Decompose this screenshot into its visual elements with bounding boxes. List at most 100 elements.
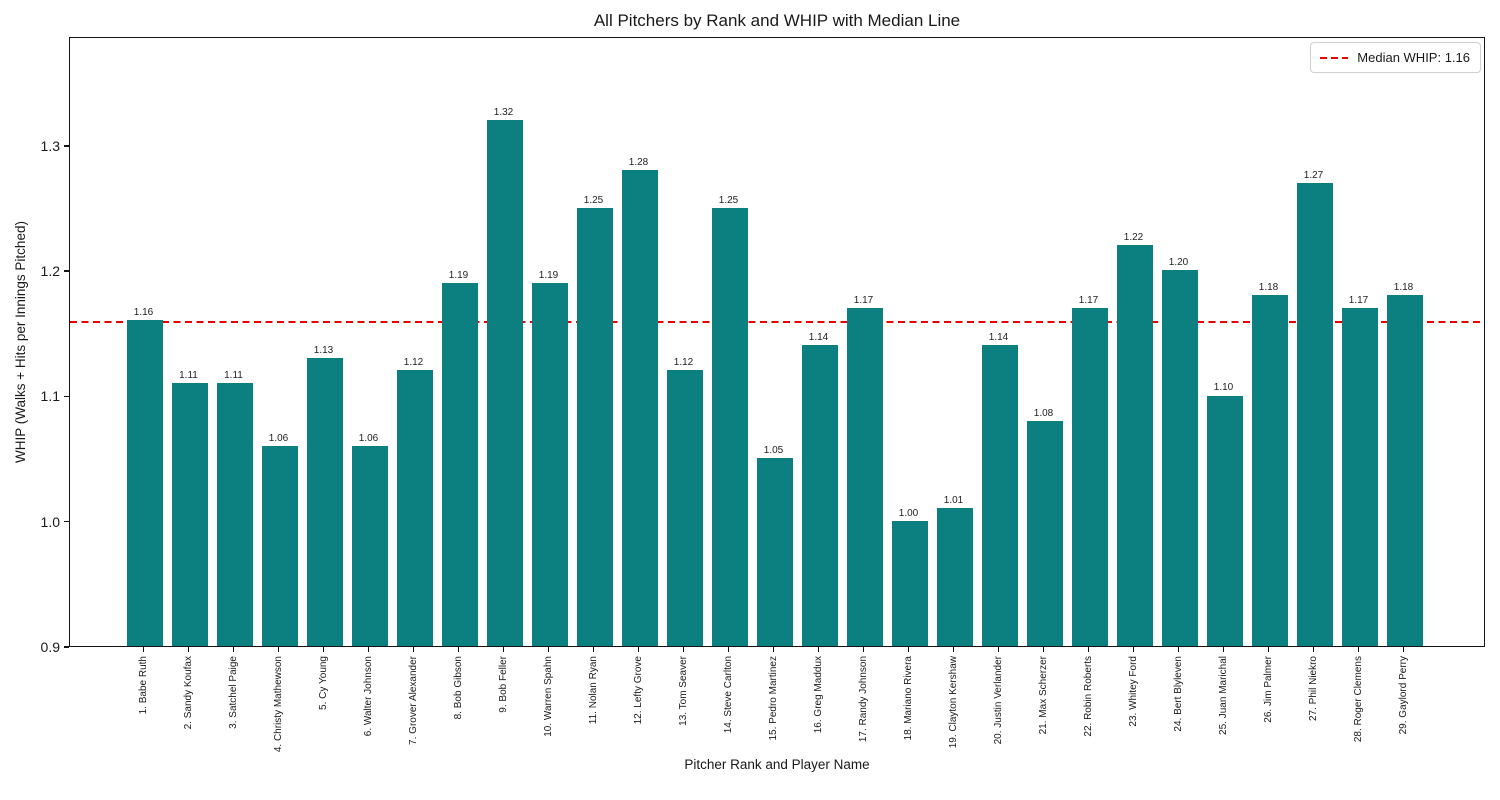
x-tick-mark <box>277 647 280 652</box>
legend: Median WHIP: 1.16 <box>1310 42 1481 73</box>
bar-value-label: 1.14 <box>988 332 1009 344</box>
bar-value-label: 1.06 <box>268 432 289 444</box>
x-tick-label: 24. Bert Blyleven <box>1172 656 1184 732</box>
x-tick-mark <box>682 647 685 652</box>
x-tick-label: 6. Walter Johnson <box>362 656 374 737</box>
x-tick-label: 5. Cy Young <box>317 656 329 710</box>
x-tick-label: 26. Jim Palmer <box>1262 656 1274 723</box>
x-tick-mark <box>232 647 235 652</box>
median-line <box>70 321 1484 324</box>
bar <box>576 207 613 646</box>
x-tick-mark <box>142 647 145 652</box>
bar-value-label: 1.25 <box>718 194 739 206</box>
x-axis-label: Pitcher Rank and Player Name <box>684 757 870 772</box>
y-tick-label: 1.0 <box>40 513 60 530</box>
x-tick-mark <box>637 647 640 652</box>
x-tick-mark <box>187 647 190 652</box>
bar-value-label: 1.18 <box>1393 282 1414 294</box>
bar <box>1386 295 1423 646</box>
x-tick-label: 12. Lefty Grove <box>632 656 644 725</box>
bar <box>891 520 928 646</box>
bar-value-label: 1.28 <box>628 157 649 169</box>
bar-value-label: 1.06 <box>358 432 379 444</box>
bar <box>1251 295 1288 646</box>
x-tick-mark <box>367 647 370 652</box>
x-tick-mark <box>1402 647 1405 652</box>
x-tick-label: 20. Justin Verlander <box>992 656 1004 745</box>
x-tick-mark <box>322 647 325 652</box>
x-tick-mark <box>1177 647 1180 652</box>
bar <box>396 370 433 646</box>
bar-value-label: 1.19 <box>448 269 469 281</box>
bar <box>936 508 973 646</box>
x-tick-label: 8. Bob Gibson <box>452 656 464 720</box>
x-tick-mark <box>772 647 775 652</box>
x-tick-label: 19. Clayton Kershaw <box>947 656 959 749</box>
x-tick-label: 10. Warren Spahn <box>542 656 554 737</box>
bar-value-label: 1.14 <box>808 332 829 344</box>
x-tick-label: 4. Christy Mathewson <box>272 656 284 753</box>
x-tick-mark <box>1132 647 1135 652</box>
bar <box>621 170 658 646</box>
bar <box>1116 245 1153 646</box>
bar-value-label: 1.11 <box>224 369 243 381</box>
x-tick-mark <box>1312 647 1315 652</box>
x-tick-label: 21. Max Scherzer <box>1037 656 1049 735</box>
bar <box>441 282 478 646</box>
bar <box>261 445 298 646</box>
y-tick-label: 1.1 <box>40 388 60 405</box>
bar-value-label: 1.13 <box>313 344 334 356</box>
bar <box>486 119 523 646</box>
bar <box>126 320 163 646</box>
x-tick-mark <box>1222 647 1225 652</box>
x-tick-label: 14. Steve Carlton <box>722 656 734 734</box>
y-tick-label: 1.2 <box>40 263 60 280</box>
x-tick-label: 16. Greg Maddux <box>812 656 824 734</box>
x-tick-label: 28. Roger Clemens <box>1352 656 1364 743</box>
y-tick-label: 1.3 <box>40 137 60 154</box>
y-axis-label: WHIP (Walks + Hits per Innings Pitched) <box>13 221 28 463</box>
x-tick-mark <box>907 647 910 652</box>
x-tick-mark <box>1357 647 1360 652</box>
bar-value-label: 1.08 <box>1033 407 1054 419</box>
legend-label: Median WHIP: 1.16 <box>1357 50 1470 65</box>
bar-value-label: 1.17 <box>853 294 874 306</box>
median-dashed-line-icon <box>1320 56 1349 59</box>
x-tick-label: 11. Nolan Ryan <box>587 656 599 725</box>
x-tick-label: 15. Pedro Martinez <box>767 656 779 741</box>
bar-value-label: 1.12 <box>403 357 424 369</box>
x-tick-mark <box>592 647 595 652</box>
x-tick-label: 1. Babe Ruth <box>137 656 149 715</box>
x-tick-label: 3. Satchel Paige <box>227 656 239 729</box>
x-tick-label: 7. Grover Alexander <box>407 656 419 745</box>
x-tick-label: 29. Gaylord Perry <box>1397 656 1409 735</box>
bar-value-label: 1.05 <box>763 445 784 457</box>
x-tick-mark <box>1087 647 1090 652</box>
x-tick-mark <box>862 647 865 652</box>
bar <box>1026 420 1063 646</box>
bar-value-label: 1.27 <box>1303 169 1324 181</box>
bar-value-label: 1.10 <box>1213 382 1234 394</box>
bar-value-label: 1.20 <box>1168 257 1189 269</box>
x-tick-mark <box>502 647 505 652</box>
x-tick-mark <box>547 647 550 652</box>
x-tick-label: 13. Tom Seaver <box>677 656 689 726</box>
bar-value-label: 1.16 <box>133 307 154 319</box>
bar <box>216 382 253 646</box>
y-tick-mark <box>64 520 69 523</box>
x-tick-mark <box>1042 647 1045 652</box>
bar <box>1071 307 1108 646</box>
y-tick-mark <box>64 270 69 272</box>
bar-value-label: 1.00 <box>898 507 919 519</box>
x-tick-mark <box>997 647 1000 652</box>
x-tick-label: 17. Randy Johnson <box>857 656 869 743</box>
y-tick-mark <box>64 395 69 398</box>
bar <box>1161 270 1198 646</box>
x-tick-mark <box>1267 647 1270 652</box>
bar-value-label: 1.19 <box>538 269 559 281</box>
bar-value-label: 1.11 <box>179 369 198 381</box>
bar <box>1206 395 1243 646</box>
bar <box>1296 182 1333 646</box>
x-tick-label: 22. Robin Roberts <box>1082 656 1094 737</box>
